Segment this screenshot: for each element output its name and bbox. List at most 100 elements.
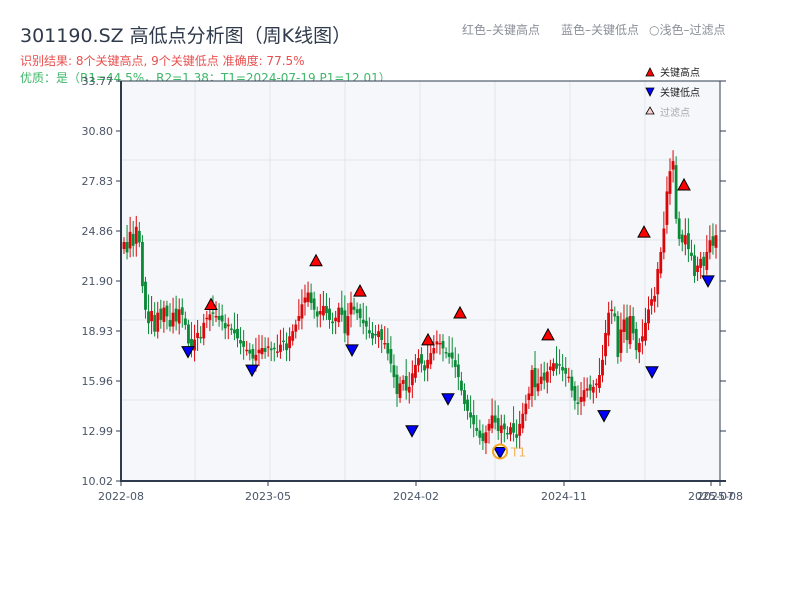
candle-down [463, 390, 466, 405]
legend-light-note: ○浅色–过滤点 [649, 23, 726, 37]
candle-down [211, 312, 215, 314]
candle-up [539, 376, 543, 384]
candle-down [285, 343, 288, 351]
candle-up [552, 363, 555, 372]
candle-down [616, 316, 620, 357]
candle-down [168, 320, 172, 327]
candle-down [502, 423, 506, 430]
candle-up [656, 268, 660, 295]
candle-up [208, 314, 212, 321]
candle-down [573, 386, 577, 401]
candle-down [576, 402, 580, 405]
candle-down [686, 233, 690, 250]
candle-up [714, 235, 718, 248]
candle-up [266, 346, 270, 348]
candle-up [696, 265, 699, 273]
candle-down [223, 323, 227, 329]
candle-up [291, 331, 295, 341]
candle-up [300, 304, 304, 319]
candle-down [634, 328, 638, 351]
candle-down [328, 308, 331, 320]
candle-down [558, 364, 561, 366]
recognition-summary: 识别结果: 8个关键高点, 9个关键低点 准确度: 77.5% [20, 54, 305, 68]
candle-up [548, 366, 552, 371]
candle-up [193, 339, 196, 351]
candle-down [183, 318, 187, 325]
candle-down [444, 352, 448, 354]
candle-up [683, 235, 687, 245]
candle-up [196, 332, 200, 339]
candle-down [137, 230, 141, 243]
candle-down [469, 412, 473, 418]
candle-down [358, 308, 362, 319]
candle-down [512, 423, 515, 433]
candle-down [690, 252, 693, 256]
candle-down [392, 365, 396, 378]
candle-down [386, 343, 390, 354]
key-high-marker-icon [677, 177, 691, 191]
legend-high-label: 关键高点 [660, 66, 700, 79]
candle-up [413, 364, 417, 378]
candle-up [214, 316, 218, 318]
candle-down [453, 360, 457, 368]
candle-up [668, 171, 672, 194]
key-low-marker-icon [405, 425, 419, 438]
candle-up [524, 403, 528, 415]
legend-filtered-label: 过滤点 [660, 106, 690, 119]
candle-down [312, 298, 316, 310]
key-point-markers: T1 [181, 177, 715, 460]
candle-up [604, 332, 607, 357]
candle-down [165, 305, 169, 317]
chart-legend: 关键高点 关键低点 过滤点 [645, 66, 700, 119]
candle-down [272, 347, 276, 350]
candle-up [594, 383, 598, 386]
candle-down [248, 349, 252, 354]
candle-down [141, 241, 144, 287]
candle-up [484, 432, 488, 444]
candle-down [561, 366, 565, 371]
candle-up [318, 311, 322, 315]
candle-up [377, 331, 380, 338]
candle-down [481, 433, 485, 442]
y-tick-label: 30.80 [82, 125, 114, 138]
candle-up [202, 322, 206, 339]
candle-up [205, 317, 209, 320]
candle-down [475, 427, 479, 432]
candle-down [236, 328, 239, 339]
candle-up [128, 231, 132, 249]
candle-down [693, 255, 696, 277]
candle-down [131, 233, 135, 246]
candle-down [153, 315, 157, 332]
candle-up [567, 376, 571, 379]
candle-up [426, 359, 430, 369]
candle-up [407, 386, 411, 393]
candle-down [466, 399, 469, 411]
candle-down [588, 384, 592, 391]
candle-down [331, 321, 334, 324]
candle-up [598, 375, 601, 388]
candle-up [671, 161, 675, 170]
candle-up [665, 191, 669, 225]
candle-down [493, 415, 497, 423]
candle-down [420, 354, 423, 364]
t1-highlight-circle-icon [492, 443, 508, 460]
x-tick-label: 2023-05 [245, 490, 291, 503]
candle-down [460, 380, 463, 391]
candle-down [352, 306, 356, 310]
candle-down [555, 363, 558, 369]
t1-label: T1 [510, 445, 526, 459]
candle-down [395, 374, 399, 394]
candle-down [325, 305, 328, 314]
candle-down [309, 292, 313, 304]
candle-up [245, 349, 249, 352]
key-low-marker-icon [701, 275, 715, 288]
candle-up [647, 309, 650, 324]
candle-down [355, 309, 359, 314]
candle-up [432, 348, 436, 354]
candle-down [217, 316, 221, 320]
x-tick-label: 2024-11 [541, 490, 587, 503]
candle-up [297, 316, 301, 321]
key-high-marker-icon [421, 332, 435, 346]
candle-up [601, 359, 604, 376]
